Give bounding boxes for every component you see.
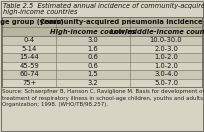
Bar [2, 27, 202, 36]
Bar [2, 53, 202, 62]
Text: 15-44: 15-44 [19, 54, 39, 60]
Text: 1.5: 1.5 [88, 71, 98, 77]
Bar [2, 17, 202, 87]
Text: 75+: 75+ [22, 80, 36, 86]
Text: Source: Schaerpfner B, Hanson C, Raviglione M. Basis for development of algorith: Source: Schaerpfner B, Hanson C, Ravigli… [2, 89, 204, 107]
Text: high-income countries: high-income countries [3, 8, 78, 15]
Text: 1.6: 1.6 [88, 46, 98, 52]
Text: Age group (years): Age group (years) [0, 19, 63, 25]
Bar [2, 17, 202, 27]
Text: 45-59: 45-59 [19, 63, 39, 69]
Bar [2, 70, 202, 79]
Text: Table 2.5  Estimated annual incidence of community-acquired pneumonia, by age, i: Table 2.5 Estimated annual incidence of … [3, 3, 204, 9]
Text: Community-acquired pneumonia incidence (%): Community-acquired pneumonia incidence (… [40, 19, 204, 25]
Bar [2, 79, 202, 87]
Text: 5.0-7.0: 5.0-7.0 [154, 80, 178, 86]
Text: 1.0-2.0: 1.0-2.0 [154, 63, 178, 69]
Bar [2, 36, 202, 44]
Text: 60-74: 60-74 [19, 71, 39, 77]
Bar [2, 44, 202, 53]
Text: High-income countries: High-income countries [50, 28, 136, 35]
Bar [2, 62, 202, 70]
Text: 3.0-4.0: 3.0-4.0 [154, 71, 178, 77]
Text: 3.0: 3.0 [88, 37, 98, 43]
Text: Low/middle-income countries: Low/middle-income countries [110, 28, 204, 35]
Text: 2.0-3.0: 2.0-3.0 [154, 46, 178, 52]
Text: 0.6: 0.6 [88, 54, 99, 60]
Text: 10.0-30.0: 10.0-30.0 [150, 37, 182, 43]
Text: 3.2: 3.2 [88, 80, 98, 86]
Text: 1.0-2.0: 1.0-2.0 [154, 54, 178, 60]
Text: 0-4: 0-4 [23, 37, 34, 43]
Text: 5-14: 5-14 [21, 46, 37, 52]
Text: 0.6: 0.6 [88, 63, 99, 69]
